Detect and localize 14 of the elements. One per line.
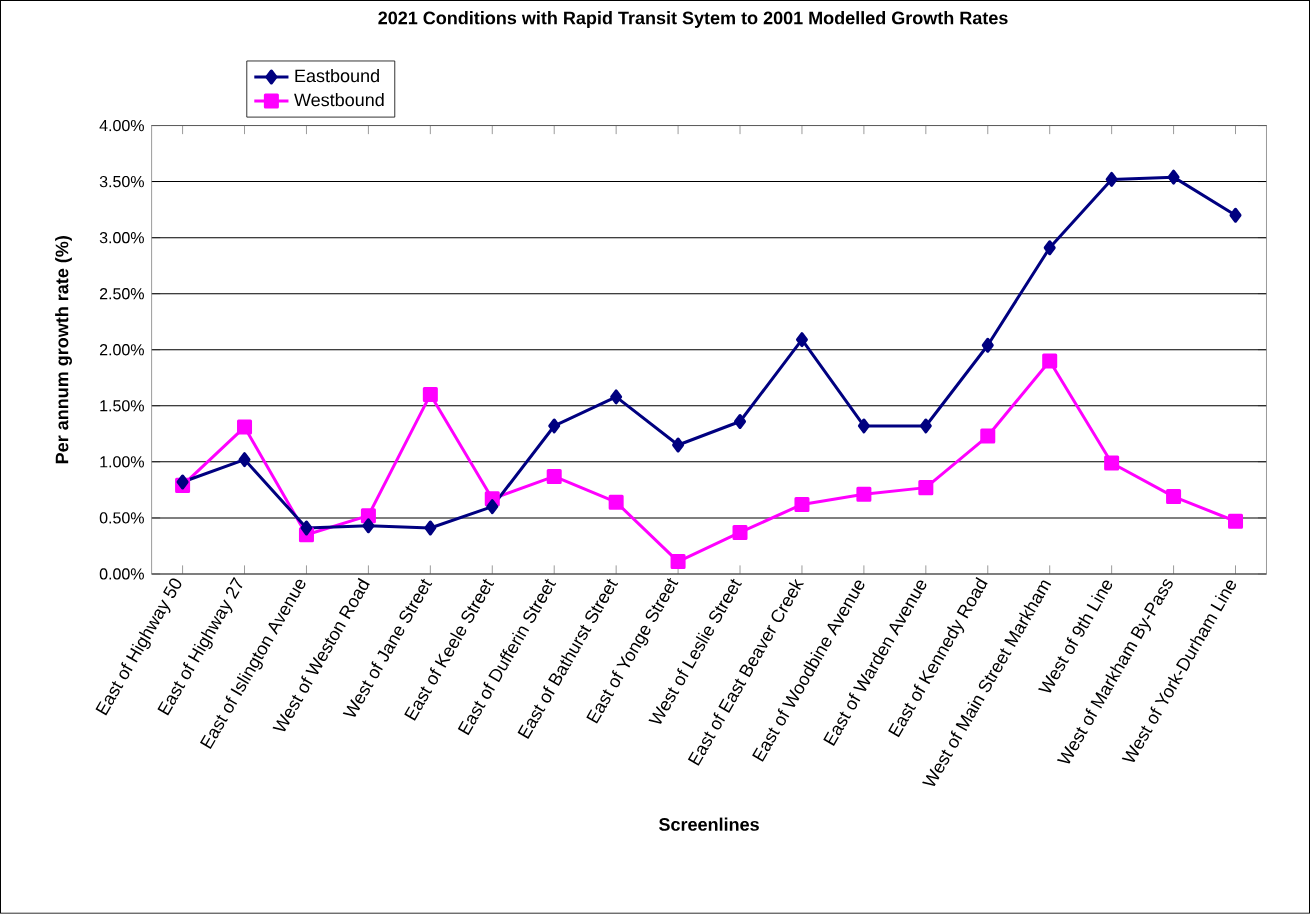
y-tick-label: 2.50% xyxy=(99,288,144,300)
y-tick-label: 4.00% xyxy=(99,120,144,132)
y-tick-label: 0.50% xyxy=(99,512,144,524)
x-axis-title: Screenlines xyxy=(659,817,759,831)
y-tick-label: 3.00% xyxy=(99,232,144,244)
y-tick-label: 2.00% xyxy=(99,344,144,356)
chart-title: 2021 Conditions with Rapid Transit Sytem to 2001 Modelled Growth Rates xyxy=(378,11,1008,29)
y-axis-title: Per annum growth rate (%) xyxy=(55,236,72,464)
y-tick-label: 0.00% xyxy=(99,568,144,580)
y-tick-label: 1.50% xyxy=(100,400,144,412)
y-tick-label: 1.00% xyxy=(100,456,144,468)
legend-label: Eastbound xyxy=(295,69,379,83)
legend-label: Westbound xyxy=(294,93,384,107)
y-tick-label: 3.50% xyxy=(99,176,144,188)
